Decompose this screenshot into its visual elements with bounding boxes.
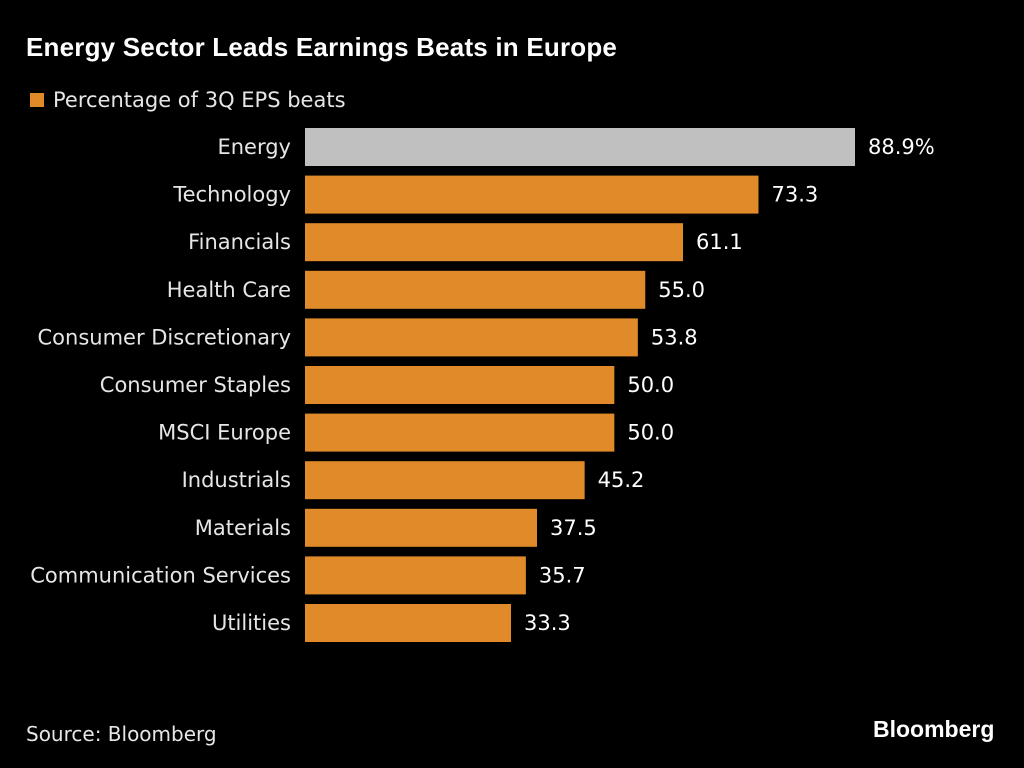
source-note: Source: Bloomberg — [26, 722, 217, 746]
category-label: Consumer Discretionary — [38, 325, 292, 349]
bloomberg-logo: Bloomberg — [873, 716, 995, 742]
category-label: Energy — [217, 135, 291, 159]
category-label: Technology — [172, 183, 291, 207]
bar-msci-europe — [305, 413, 615, 452]
value-label: 35.7 — [539, 563, 586, 587]
value-label: 53.8 — [651, 325, 698, 349]
category-label: Industrials — [182, 468, 291, 492]
bar-utilities — [305, 604, 512, 642]
category-label: Consumer Staples — [100, 373, 291, 397]
category-label: Financials — [188, 230, 291, 254]
bar-energy — [305, 128, 855, 166]
chart-title: Energy Sector Leads Earnings Beats in Eu… — [26, 32, 618, 62]
value-label: 73.3 — [771, 183, 818, 207]
category-label: Utilities — [212, 611, 291, 635]
value-label: 50.0 — [627, 373, 674, 397]
value-label: 37.5 — [550, 516, 597, 540]
category-label: Health Care — [167, 278, 291, 302]
bar-communication-services — [305, 556, 526, 595]
value-label: 88.9% — [868, 135, 935, 159]
bar-materials — [305, 508, 538, 547]
bar-consumer-discretionary — [305, 318, 638, 357]
value-label: 55.0 — [658, 278, 705, 302]
value-label: 33.3 — [524, 611, 571, 635]
value-label: 50.0 — [627, 421, 674, 445]
bar-consumer-staples — [305, 366, 615, 404]
bar-health-care — [305, 270, 646, 309]
legend-swatch — [30, 93, 44, 107]
category-label: MSCI Europe — [158, 421, 291, 445]
category-label: Communication Services — [30, 563, 291, 587]
legend-label: Percentage of 3Q EPS beats — [53, 88, 346, 112]
value-label: 61.1 — [696, 230, 743, 254]
bar-financials — [305, 223, 684, 262]
value-label: 45.2 — [598, 468, 645, 492]
category-label: Materials — [195, 516, 291, 540]
bar-technology — [305, 175, 759, 214]
bar-industrials — [305, 461, 585, 500]
legend: Percentage of 3Q EPS beats — [30, 88, 346, 112]
